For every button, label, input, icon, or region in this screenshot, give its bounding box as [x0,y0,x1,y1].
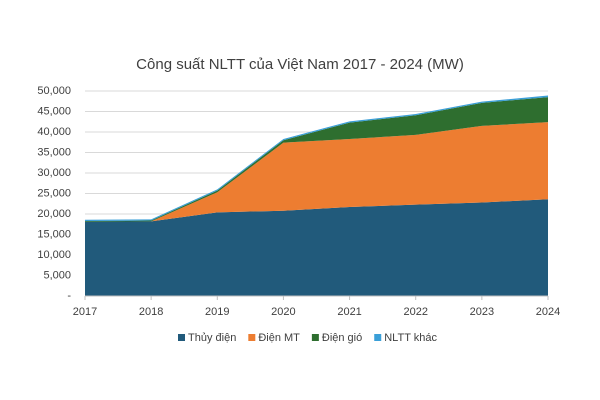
y-tick-label: - [67,290,71,302]
legend-label: Điện MT [258,332,300,344]
x-tick-label: 2020 [271,306,295,318]
y-tick-label: 5,000 [43,269,71,281]
area [85,97,548,222]
x-tick-label: 2023 [470,306,494,318]
y-tick-label: 40,000 [37,126,71,138]
y-tick-label: 50,000 [37,85,71,97]
chart-title: Công suất NLTT của Việt Nam 2017 - 2024 … [136,56,464,73]
legend-label: NLTT khác [384,332,437,344]
legend-swatch [178,334,185,341]
y-tick-label: 45,000 [37,105,71,117]
x-tick-label: 2024 [536,306,560,318]
y-tick-label: 35,000 [37,146,71,158]
y-tick-label: 20,000 [37,208,71,220]
y-tick-label: 10,000 [37,249,71,261]
y-tick-label: 30,000 [37,167,71,179]
area [85,122,548,222]
x-tick-label: 2022 [403,306,427,318]
x-tick-label: 2017 [73,306,97,318]
x-tick-label: 2021 [337,306,361,318]
legend-swatch [248,334,256,341]
x-tick-label: 2018 [139,306,163,318]
y-tick-label: 15,000 [37,228,71,240]
y-tick-label: 25,000 [37,187,71,199]
legend-swatch [374,334,382,341]
legend-label: Điện gió [322,332,362,344]
legend-label: Thủy điện [188,332,236,344]
x-tick-label: 2019 [205,306,229,318]
area [85,199,548,296]
legend-swatch [311,334,319,341]
